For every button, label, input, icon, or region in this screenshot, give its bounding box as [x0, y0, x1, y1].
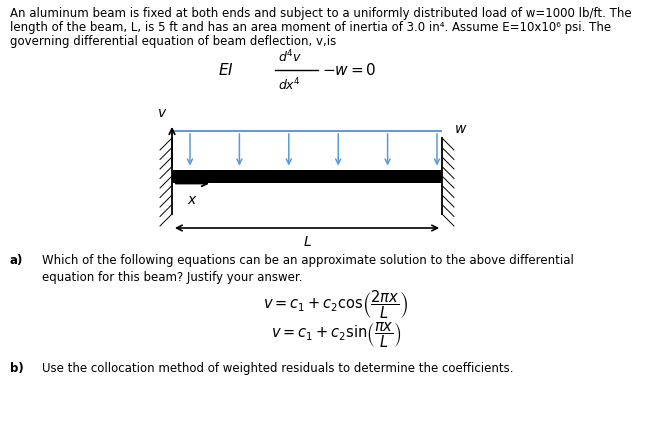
Text: An aluminum beam is fixed at both ends and subject to a uniformly distributed lo: An aluminum beam is fixed at both ends a… — [10, 7, 632, 20]
Text: $x$: $x$ — [187, 193, 198, 207]
Text: Use the collocation method of weighted residuals to determine the coefficients.: Use the collocation method of weighted r… — [42, 362, 513, 375]
Text: a): a) — [10, 254, 24, 267]
Text: $dx^4$: $dx^4$ — [278, 77, 301, 94]
Text: equation for this beam? Justify your answer.: equation for this beam? Justify your ans… — [42, 270, 302, 283]
Text: b): b) — [10, 362, 24, 375]
Text: Which of the following equations can be an approximate solution to the above dif: Which of the following equations can be … — [42, 254, 574, 267]
Text: $- w = 0$: $- w = 0$ — [322, 62, 376, 78]
Text: $L$: $L$ — [302, 235, 311, 249]
Text: $v = c_1 + c_2\cos\!\left(\dfrac{2\pi x}{L}\right)$: $v = c_1 + c_2\cos\!\left(\dfrac{2\pi x}… — [263, 288, 409, 321]
Text: $v$: $v$ — [157, 106, 167, 120]
Text: $w$: $w$ — [454, 122, 467, 136]
Text: governing differential equation of beam deflection, v,is: governing differential equation of beam … — [10, 35, 336, 48]
Text: $v = c_1 + c_2\sin\!\left(\dfrac{\pi x}{L}\right)$: $v = c_1 + c_2\sin\!\left(\dfrac{\pi x}{… — [271, 321, 401, 350]
Bar — [172, 170, 442, 183]
Text: $d^4v$: $d^4v$ — [278, 48, 302, 65]
Text: $\mathit{EI}$: $\mathit{EI}$ — [218, 62, 234, 78]
Text: length of the beam, L, is 5 ft and has an area moment of inertia of 3.0 in⁴. Ass: length of the beam, L, is 5 ft and has a… — [10, 21, 611, 34]
